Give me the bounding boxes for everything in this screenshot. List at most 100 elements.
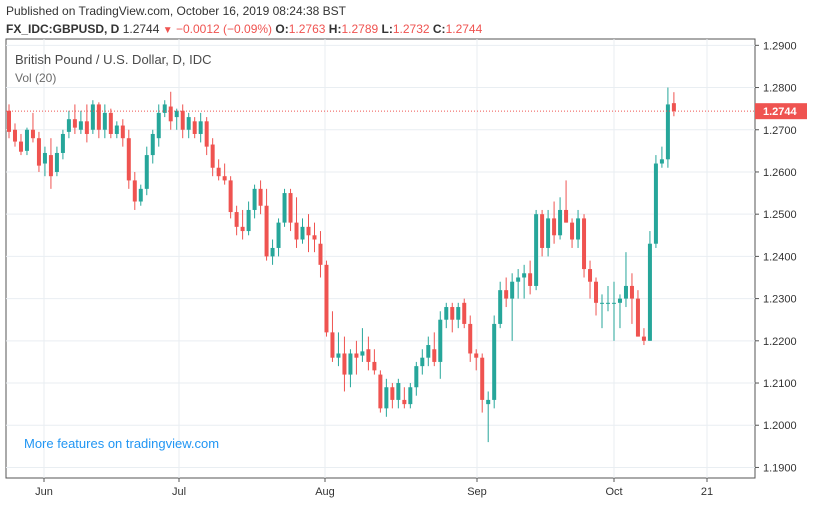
candle-body xyxy=(504,290,509,299)
candle-body xyxy=(198,121,203,134)
y-axis: 1.1900 1.2000 1.2100 1.2200 1.2300 1.2400 1.25… xyxy=(755,40,797,474)
x-tick-label: Aug xyxy=(315,486,335,498)
candle-body xyxy=(114,125,119,134)
candle-body xyxy=(264,205,269,257)
candle-body xyxy=(450,307,455,320)
candle-body xyxy=(222,176,227,181)
candle-body xyxy=(348,353,353,375)
candle-body xyxy=(570,222,575,240)
candle-body xyxy=(444,307,449,320)
candle-body xyxy=(276,222,281,248)
published-line: Published on TradingView.com, October 16… xyxy=(6,4,346,18)
candle-body xyxy=(492,323,497,400)
candle-body xyxy=(606,302,610,304)
candle-body xyxy=(30,129,35,139)
ohlc-bar: FX_IDC:GBPUSD, D 1.2744 ▼ −0.0012 (−0.09… xyxy=(6,22,482,36)
low-label: L: xyxy=(381,22,393,36)
candle-body xyxy=(594,281,599,303)
candle-body xyxy=(438,319,443,362)
candle-body xyxy=(396,383,401,400)
candle-body xyxy=(240,226,245,232)
candle-body xyxy=(558,209,563,236)
candle-body xyxy=(288,193,293,223)
candle-body xyxy=(564,209,569,223)
candle-body xyxy=(7,110,11,132)
x-tick-label: Jul xyxy=(172,486,186,498)
candle-body xyxy=(342,353,347,375)
candle-body xyxy=(635,298,640,337)
candle-body xyxy=(228,180,233,213)
candle-body xyxy=(210,144,215,168)
candle-body xyxy=(252,188,257,210)
x-tick-label: 21 xyxy=(701,486,713,498)
candle-body xyxy=(623,285,628,299)
candle-body xyxy=(552,218,557,236)
candle-body xyxy=(66,119,71,132)
candle-body xyxy=(174,110,179,118)
candle-body xyxy=(474,353,479,358)
candle-body xyxy=(522,273,527,278)
candle-body xyxy=(234,212,239,227)
y-tick-label: 1.2700 xyxy=(763,125,797,137)
candle-body xyxy=(108,112,113,134)
candle-body xyxy=(102,112,107,130)
candle-body xyxy=(90,104,95,130)
candle-body xyxy=(48,155,53,177)
candle-body xyxy=(330,332,335,358)
candle-body xyxy=(665,104,670,160)
candle-body xyxy=(372,361,377,371)
candle-body xyxy=(336,353,341,358)
candle-body xyxy=(246,209,251,232)
candle-body xyxy=(659,159,664,164)
candle-body xyxy=(600,302,605,304)
candle-body xyxy=(384,387,389,409)
candle-body xyxy=(24,129,29,151)
candle-body xyxy=(162,104,167,113)
legend-volume: Vol (20) xyxy=(15,71,56,85)
candle-body xyxy=(282,193,287,223)
candle-body xyxy=(72,119,77,128)
candles-group xyxy=(7,87,676,443)
candle-body xyxy=(582,218,587,270)
candle-body xyxy=(96,104,101,130)
candle-body xyxy=(540,214,545,248)
last-price: 1.2744 xyxy=(122,22,160,36)
candle-body xyxy=(78,121,83,130)
candle-body xyxy=(300,226,305,240)
candle-body xyxy=(516,277,521,282)
candle-body xyxy=(156,112,161,139)
y-tick-label: 1.2900 xyxy=(763,40,797,52)
candle-body xyxy=(54,152,59,172)
open-value: 1.2763 xyxy=(288,22,326,36)
y-tick-label: 1.2600 xyxy=(763,167,797,179)
candle-body xyxy=(318,243,323,265)
candle-body xyxy=(641,336,646,341)
candle-body xyxy=(671,103,676,112)
candle-body xyxy=(126,138,131,181)
candle-body xyxy=(653,163,658,244)
candle-body xyxy=(528,273,533,286)
y-tick-label: 1.2100 xyxy=(763,378,797,390)
candle-body xyxy=(546,218,551,248)
candle-body xyxy=(168,106,173,122)
legend-title: British Pound / U.S. Dollar, D, IDC xyxy=(15,52,212,67)
close-label: C: xyxy=(432,22,446,36)
candle-body xyxy=(420,357,425,367)
candle-body xyxy=(480,357,485,400)
candle-body xyxy=(144,155,149,189)
low-value: 1.2732 xyxy=(392,22,430,36)
candle-body xyxy=(468,323,473,354)
candle-body xyxy=(306,226,311,236)
promo-link[interactable]: More features on tradingview.com xyxy=(24,436,219,451)
candle-body xyxy=(312,235,317,240)
candle-body xyxy=(462,302,467,324)
candle-body xyxy=(120,125,125,139)
candle-body xyxy=(576,218,581,240)
candle-body xyxy=(60,133,65,153)
candle-body xyxy=(378,374,383,409)
candle-body xyxy=(84,121,89,134)
y-tick-label: 1.2000 xyxy=(763,420,797,432)
candle-body xyxy=(36,138,41,166)
candle-body xyxy=(414,366,419,388)
